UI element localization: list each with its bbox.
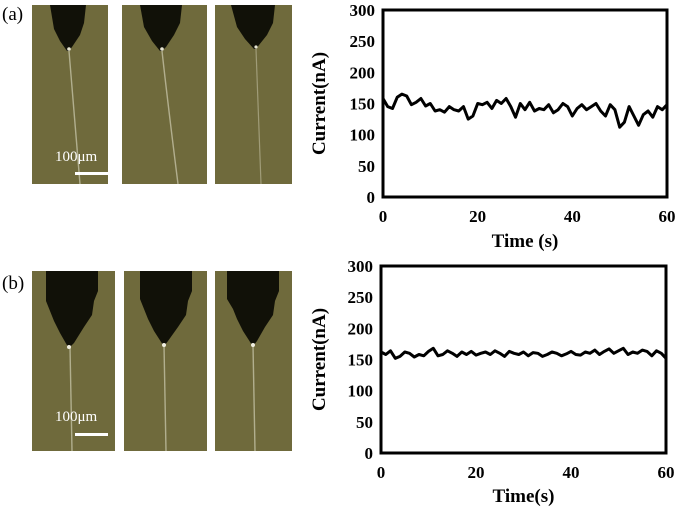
chart-a-xtick-label: 60 <box>659 207 676 226</box>
chart-b-ytick-label: 50 <box>356 413 373 432</box>
photo-a2 <box>122 5 207 184</box>
photo-b2 <box>124 271 207 451</box>
chart-a-ytick-label: 0 <box>367 188 376 207</box>
chart-a-ytick-label: 200 <box>350 63 376 82</box>
chart-b-xtick-label: 20 <box>468 463 485 482</box>
chart-a-ytick-label: 300 <box>350 1 376 20</box>
chart-b-plot-frame <box>379 264 668 455</box>
photo-a1 <box>32 5 108 184</box>
chart-b-xtick-label: 60 <box>658 463 675 482</box>
chart-b-xtick-label: 0 <box>377 463 386 482</box>
photo-b3 <box>215 271 292 451</box>
chart-b-xtick-label: 40 <box>563 463 580 482</box>
photo-b1 <box>32 271 115 451</box>
chart-b-xlabel: Time(s) <box>493 486 555 507</box>
chart-b-ytick-label: 300 <box>348 257 374 276</box>
scale-bar-label-b: 100μm <box>55 409 98 425</box>
panel-label-a: (a) <box>2 4 24 25</box>
chart-a-xtick-label: 40 <box>564 207 581 226</box>
chart-a-ytick-label: 250 <box>350 32 376 51</box>
chart-b-ytick-label: 200 <box>348 319 374 338</box>
chart-a-xtick-label: 0 <box>379 207 388 226</box>
chart-a-plot-frame <box>381 8 669 199</box>
photo-a3 <box>215 5 292 184</box>
chart-b-ytick-label: 150 <box>348 351 374 370</box>
chart-b-ylabel: Current(nA) <box>309 308 330 411</box>
chart-b-series-line-0 <box>380 346 668 360</box>
chart-a-xlabel: Time (s) <box>492 231 559 252</box>
chart-a-ytick-label: 50 <box>358 157 375 176</box>
chart-a-ylabel: Current(nA) <box>309 52 330 155</box>
chart-a-ytick-label: 100 <box>350 126 376 145</box>
chart-b-ytick-label: 0 <box>365 444 374 463</box>
chart-a-ytick-label: 150 <box>350 95 376 114</box>
chart-b-ytick-label: 250 <box>348 288 374 307</box>
scale-bar-label-a: 100μm <box>55 149 98 165</box>
scale-bar-b <box>75 433 108 436</box>
chart-a-series-line-0 <box>381 92 669 129</box>
scale-bar-a <box>75 172 108 175</box>
chart-b-ytick-label: 100 <box>348 382 374 401</box>
chart-a-xtick-label: 20 <box>469 207 486 226</box>
panel-label-b: (b) <box>2 273 25 294</box>
